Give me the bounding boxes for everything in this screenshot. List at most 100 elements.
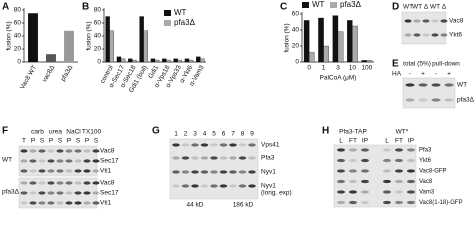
blot-band: [349, 148, 357, 152]
y-tick-label: 20: [14, 46, 22, 53]
blot-band: [248, 170, 256, 174]
blot-band: [238, 170, 247, 174]
blot-band: [181, 184, 190, 188]
blot-band: [337, 169, 345, 173]
blot-band: [248, 143, 256, 147]
y-axis-label: fusion (%): [86, 21, 93, 50]
x-tick-label: 3: [336, 65, 340, 72]
x-tick-label: 10: [349, 65, 357, 72]
lane-label: WT: [430, 4, 440, 11]
bar: [352, 25, 358, 63]
lane-label: 2: [184, 131, 188, 138]
sign-label: -: [409, 71, 411, 78]
blot-band: [38, 149, 46, 153]
blot-band: [422, 19, 430, 23]
blot-band: [395, 200, 403, 205]
blot-band: [210, 143, 218, 147]
blot-band: [47, 191, 55, 195]
bar: [28, 13, 38, 62]
protein-label: Vac8: [419, 179, 433, 185]
blot-band: [172, 170, 180, 174]
bar: [116, 56, 122, 63]
blot-band: [405, 83, 415, 87]
bar: [109, 30, 114, 63]
legend-label: WT: [174, 8, 187, 17]
strain-label: pfa3Δ: [2, 189, 20, 196]
x-tick-label: 1: [322, 65, 326, 72]
bar: [177, 59, 182, 63]
protein-label: Vti1: [100, 200, 112, 207]
lane-label: 5: [212, 131, 216, 138]
blot-band: [229, 184, 237, 188]
legend-swatch: [164, 10, 171, 16]
blot-band: [181, 143, 190, 147]
condition-label: NaCl: [66, 129, 81, 136]
blot-band: [92, 181, 100, 185]
y-tick-label: 0: [17, 59, 21, 66]
blot-band: [29, 191, 37, 195]
y-tick-label: 0: [97, 59, 101, 66]
bar: [347, 20, 353, 63]
blot-band: [337, 200, 345, 205]
blot-band: [172, 143, 180, 147]
y-tick-label: 60: [94, 20, 102, 27]
lane-label: 9: [250, 131, 254, 138]
protein-label: Vac8: [100, 180, 115, 187]
blot-band: [219, 170, 228, 174]
legend-label: WT: [312, 0, 325, 9]
blot-band: [361, 169, 369, 173]
panel-letter: B: [82, 2, 89, 13]
condition-label: urea: [49, 129, 62, 136]
group-label: WT*: [396, 129, 409, 136]
blot-band: [349, 158, 357, 163]
strain-label: WT: [457, 82, 467, 89]
protein-label: Vac8: [449, 18, 464, 25]
blot-band: [440, 33, 448, 37]
protein-label: Vac8: [100, 148, 115, 155]
lane-label: 7: [231, 131, 235, 138]
protein-label: Vps41: [261, 142, 280, 149]
bar: [361, 60, 367, 63]
blot-band: [383, 190, 391, 194]
bar: [337, 31, 344, 63]
x-tick-label: vac8Δ: [41, 64, 56, 84]
protein-label: Nyv1: [261, 169, 276, 176]
blot-band: [383, 200, 391, 205]
bar: [173, 58, 178, 63]
blot-band: [444, 83, 454, 87]
blot-band: [383, 158, 391, 163]
blot-band: [29, 149, 37, 153]
bar: [323, 45, 329, 63]
blot-band: [210, 156, 218, 160]
blot-band: [47, 181, 55, 185]
blot-band: [92, 159, 100, 163]
y-tick-label: 40: [94, 33, 102, 40]
bar: [128, 58, 133, 63]
protein-label: Ykt6: [419, 158, 432, 164]
y-axis-label: fusion (%): [6, 21, 13, 50]
lane-label: 4: [203, 131, 207, 138]
blot-band: [418, 98, 428, 102]
blot-band: [92, 149, 100, 153]
bar: [105, 16, 110, 63]
panel-letter: F: [2, 126, 8, 137]
panel-letter: A: [2, 2, 9, 13]
lane-label: WT: [403, 4, 413, 11]
lane-label: WT: [412, 4, 422, 11]
panel-letter: H: [322, 126, 329, 137]
blot-band: [238, 184, 247, 188]
panel-letter: E: [392, 59, 399, 70]
blot-band: [92, 169, 100, 173]
blot-band: [361, 158, 369, 163]
blot: [401, 11, 447, 45]
blot: [402, 77, 456, 109]
blot-band: [248, 156, 256, 160]
blot-band: [65, 201, 73, 205]
bar: [154, 59, 160, 63]
lane-label: 3: [193, 131, 197, 138]
blot-band: [56, 159, 64, 163]
panel-letter: G: [152, 126, 160, 137]
blot-band: [92, 191, 100, 195]
blot-band: [395, 169, 403, 173]
